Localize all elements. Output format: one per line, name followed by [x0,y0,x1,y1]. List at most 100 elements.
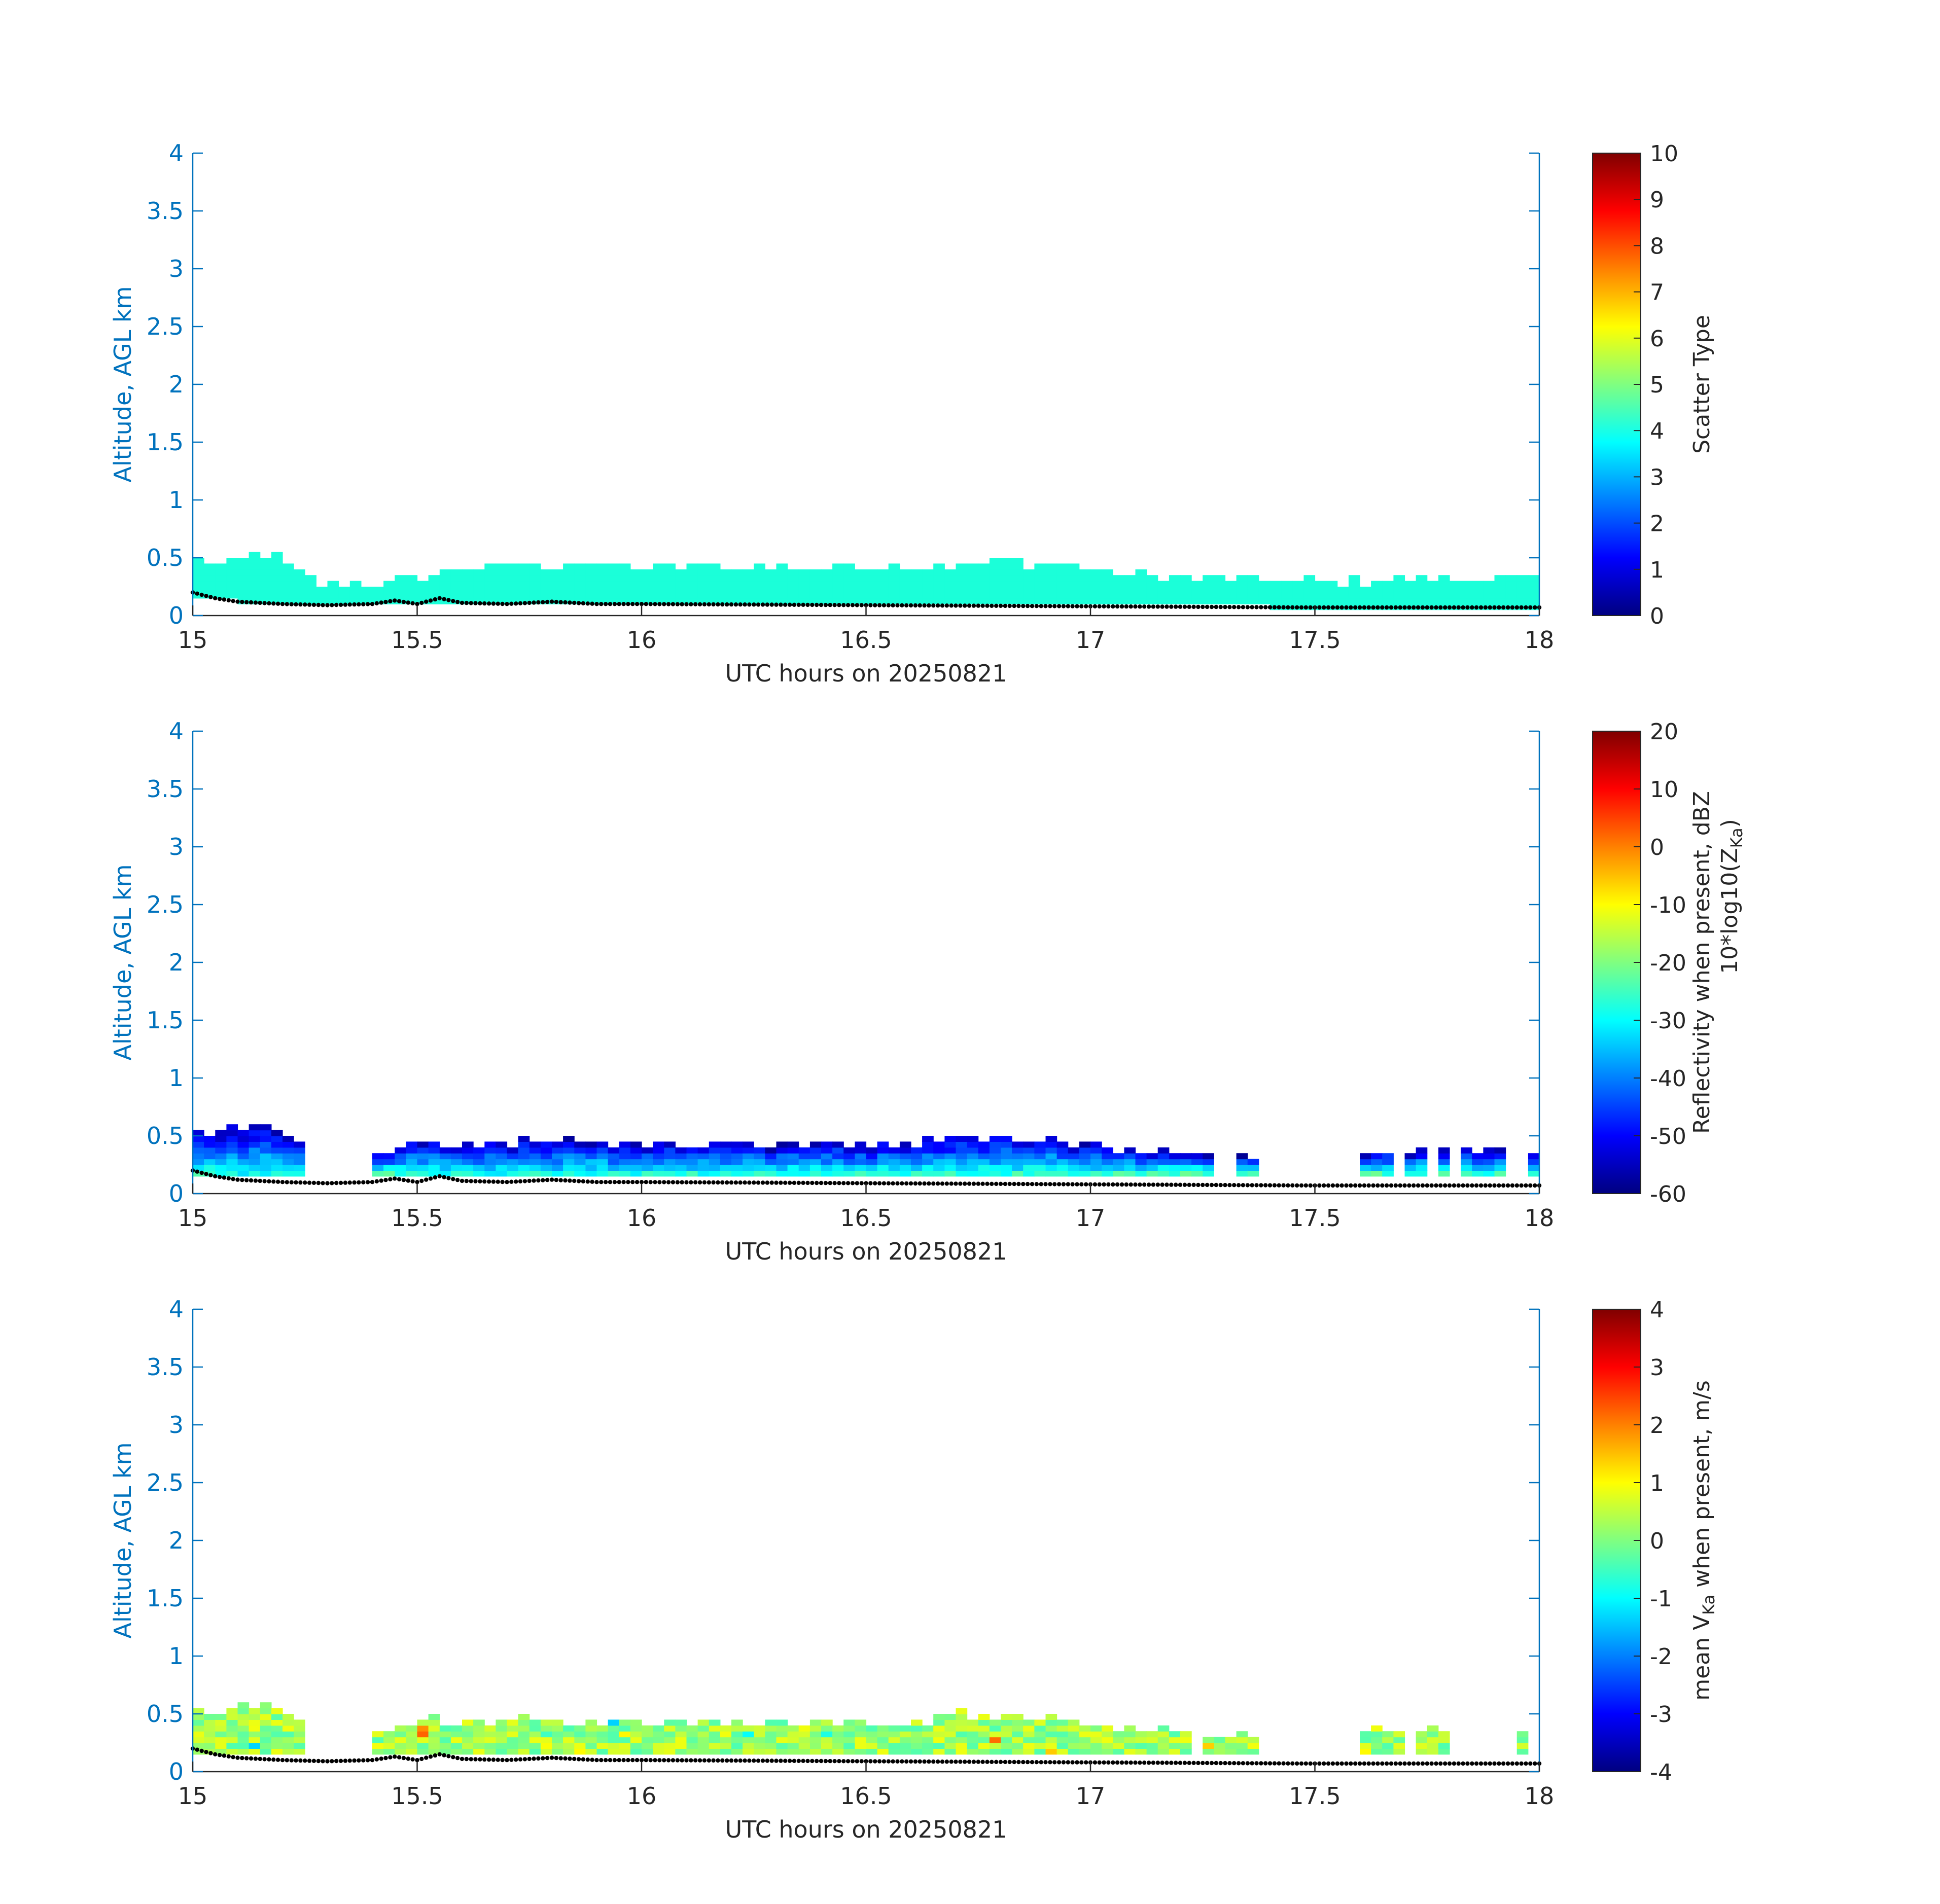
surface-dot [1263,605,1268,609]
data-cell [1326,587,1338,593]
data-cell [619,1731,631,1738]
data-cell [1169,1165,1181,1171]
data-cell [619,1170,631,1177]
data-cell [709,563,721,570]
y-axis-label: Altitude, AGL km [109,1442,136,1638]
data-cell [226,1130,238,1136]
colorbar-tick-label: 3 [1650,464,1664,490]
surface-dot [823,1180,828,1185]
data-cell [956,1708,968,1714]
data-cell [1079,581,1091,587]
surface-dot [195,591,199,596]
surface-dot [608,602,613,606]
data-cell [888,1165,900,1171]
surface-dot [918,603,922,608]
data-cell [619,581,631,587]
surface-dot [1380,605,1385,610]
surface-dot [931,1759,936,1764]
data-cell [1113,598,1124,604]
data-cell [507,1748,519,1755]
data-cell [956,1165,968,1171]
surface-dot [684,1758,689,1763]
data-cell [249,1725,261,1732]
surface-dot [271,601,276,606]
surface-dot [514,1757,518,1762]
surface-dot [680,602,684,606]
y-tick-label: 0 [169,1758,184,1785]
surface-dot [626,1758,630,1763]
data-cell [462,1731,474,1738]
data-cell [596,1743,609,1749]
surface-dot [1371,605,1375,610]
x-tick-label: 16.5 [840,626,892,654]
surface-dot [1501,1183,1506,1188]
data-cell [1023,1743,1035,1749]
data-cell [967,563,979,570]
surface-dot [249,1178,254,1183]
data-cell [787,1147,799,1154]
data-cell [978,581,990,587]
data-cell [496,1743,508,1749]
data-cell [608,1165,620,1171]
surface-dot [1317,605,1322,610]
surface-dot [787,1180,792,1185]
surface-dot [321,1181,325,1185]
data-cell [888,1170,900,1177]
data-cell [496,1147,508,1154]
surface-dot [837,1759,841,1764]
surface-dot [1501,605,1506,610]
data-cell [552,1159,563,1165]
surface-dot [1021,603,1026,608]
surface-dot [451,599,455,603]
surface-dot [900,1759,904,1764]
data-cell [899,569,911,576]
data-cell [249,1737,261,1743]
surface-dot [815,602,819,607]
data-cell [933,1159,945,1165]
data-cell [809,1748,822,1755]
data-cell [574,581,586,587]
data-cell [1427,587,1439,593]
data-cell [798,1153,810,1160]
data-cell [249,581,261,587]
data-cell [237,1719,250,1726]
data-cell [1258,587,1271,593]
data-cell [1034,1743,1046,1749]
surface-dot [1245,1761,1250,1766]
data-cell [832,587,844,593]
data-cell [765,1748,777,1755]
surface-dot [752,602,756,607]
data-cell [843,1153,855,1160]
data-cell [1045,592,1057,599]
surface-dot [908,1181,913,1186]
data-cell [215,1731,227,1738]
data-cell [821,1165,833,1171]
data-cell [283,1147,294,1154]
surface-dot [334,1180,339,1185]
data-cell [653,587,664,593]
data-cell [193,1719,204,1726]
data-cell [271,1136,283,1142]
data-cell [1146,592,1158,599]
data-cell [574,592,586,599]
data-cell [204,1714,216,1720]
data-cell [1203,1159,1214,1165]
surface-dot [881,603,887,607]
data-cell [787,1159,799,1165]
surface-dot [361,602,366,606]
data-cell [608,1719,620,1726]
data-cell [911,1153,923,1160]
surface-dot [927,1759,931,1764]
surface-dot [752,1180,756,1185]
surface-dot [1267,605,1273,609]
data-cell [249,1731,261,1738]
data-cell [496,592,508,599]
data-cell [1303,598,1316,604]
data-cell [1023,1147,1035,1154]
data-cell [967,1141,979,1148]
data-cell [484,1141,496,1148]
data-cell [888,587,900,593]
data-cell [226,1737,238,1743]
surface-dot [760,1758,765,1763]
data-cell [754,1170,765,1177]
